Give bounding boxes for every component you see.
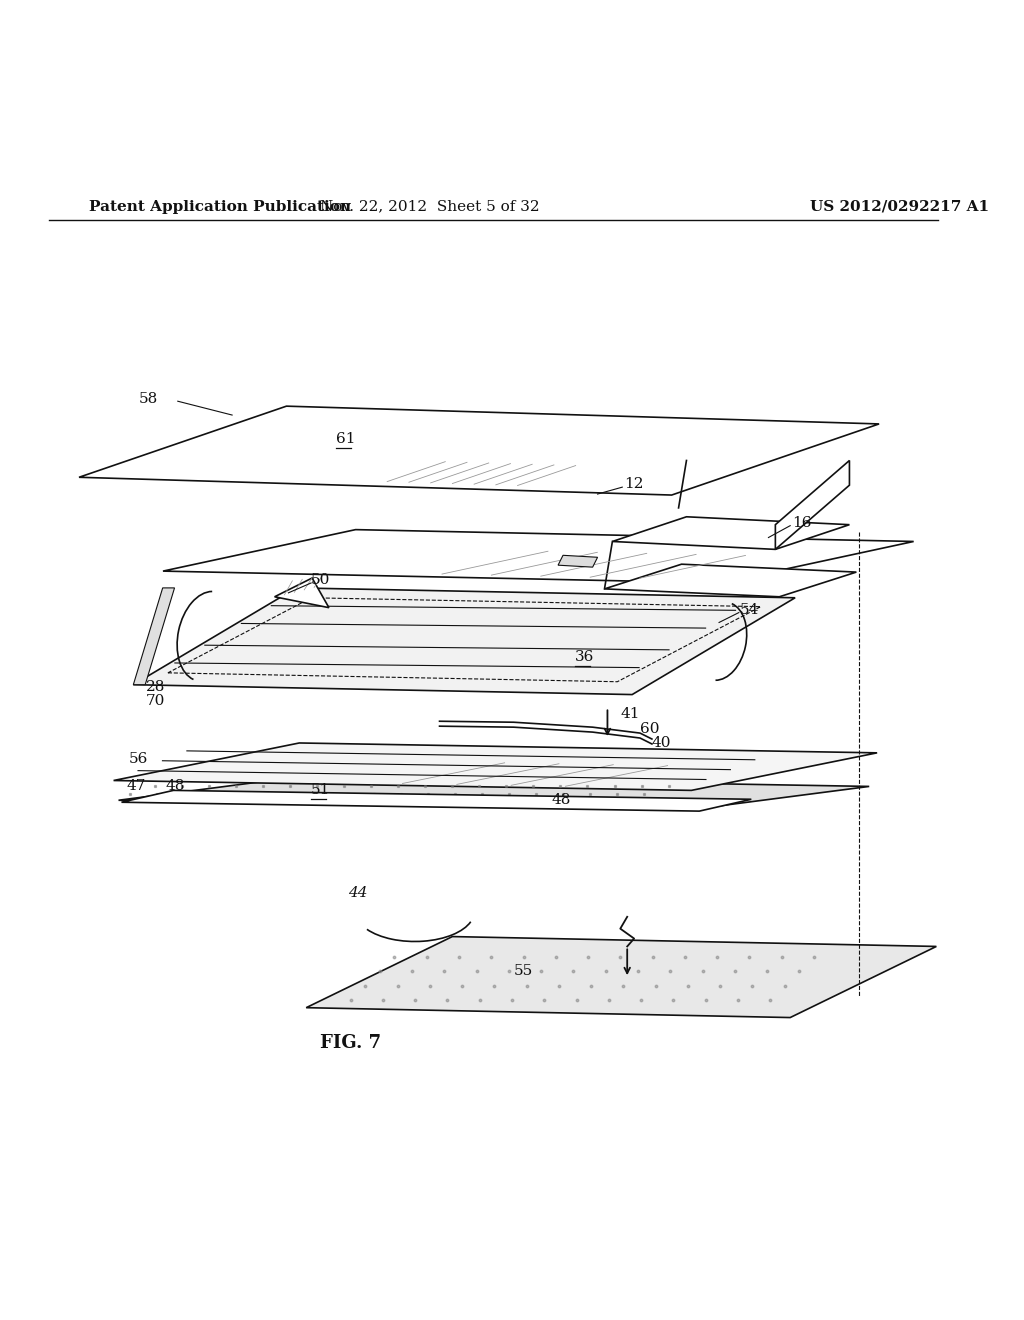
Text: 56: 56 (128, 752, 147, 766)
Polygon shape (119, 776, 869, 810)
Polygon shape (775, 461, 850, 549)
Text: 44: 44 (348, 886, 368, 900)
Text: Patent Application Publication: Patent Application Publication (89, 199, 351, 214)
Text: 12: 12 (625, 478, 644, 491)
Polygon shape (133, 587, 174, 685)
Text: 50: 50 (311, 573, 331, 587)
Polygon shape (122, 791, 752, 810)
Text: 36: 36 (574, 649, 594, 664)
Text: 41: 41 (621, 708, 640, 721)
Text: Nov. 22, 2012  Sheet 5 of 32: Nov. 22, 2012 Sheet 5 of 32 (319, 199, 540, 214)
Text: 51: 51 (311, 783, 331, 797)
Text: 55: 55 (514, 964, 532, 978)
Polygon shape (558, 556, 598, 568)
Text: 70: 70 (146, 694, 166, 709)
Text: 58: 58 (138, 392, 158, 407)
Text: 48: 48 (551, 793, 570, 808)
Polygon shape (612, 517, 850, 549)
Text: 60: 60 (640, 722, 659, 737)
Text: 40: 40 (652, 737, 672, 750)
Text: 47: 47 (126, 779, 145, 793)
Text: 16: 16 (793, 516, 812, 529)
Polygon shape (79, 407, 879, 495)
Polygon shape (306, 937, 936, 1018)
Text: 28: 28 (146, 680, 166, 694)
Text: 54: 54 (739, 603, 759, 616)
Polygon shape (114, 743, 878, 791)
Polygon shape (274, 578, 329, 607)
Polygon shape (604, 564, 856, 597)
Text: FIG. 7: FIG. 7 (321, 1035, 381, 1052)
Text: 48: 48 (166, 779, 185, 793)
Polygon shape (133, 587, 795, 694)
Text: 61: 61 (336, 432, 355, 446)
Polygon shape (163, 529, 913, 583)
Text: US 2012/0292217 A1: US 2012/0292217 A1 (810, 199, 989, 214)
